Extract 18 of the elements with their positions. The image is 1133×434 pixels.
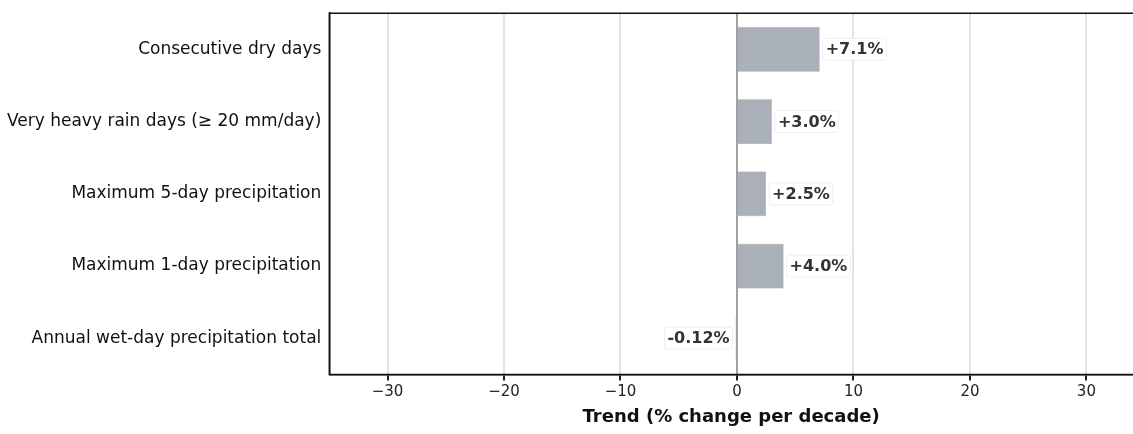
x-tick-label: 10 bbox=[843, 382, 863, 401]
x-tick-label: −30 bbox=[371, 382, 404, 401]
y-tick-label: Annual wet-day precipitation total bbox=[31, 326, 322, 347]
y-tick-label: Very heavy rain days (≥ 20 mm/day) bbox=[6, 109, 322, 130]
y-tick-label: Maximum 1-day precipitation bbox=[71, 254, 322, 275]
data-label: +2.5% bbox=[772, 183, 830, 203]
x-tick-label: 0 bbox=[732, 382, 742, 401]
x-tick-label: 30 bbox=[1076, 382, 1096, 401]
x-axis-title: Trend (% change per decade) bbox=[582, 404, 880, 426]
y-tick-label: Maximum 5-day precipitation bbox=[71, 182, 322, 203]
y-tick-label: Consecutive dry days bbox=[138, 37, 322, 58]
x-tick-label: 20 bbox=[960, 382, 980, 401]
data-label: +7.1% bbox=[825, 39, 884, 59]
data-label: +3.0% bbox=[777, 111, 836, 131]
x-tick-label: −20 bbox=[488, 382, 520, 401]
x-tick-label: −10 bbox=[604, 382, 637, 401]
data-label: -0.12% bbox=[667, 328, 730, 348]
data-label: +4.0% bbox=[789, 256, 848, 276]
